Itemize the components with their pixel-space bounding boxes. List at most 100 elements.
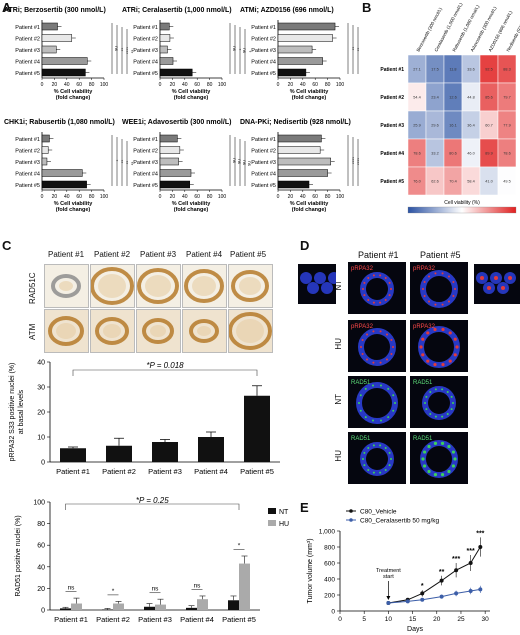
organoid-shape	[184, 269, 224, 303]
nucleus	[314, 272, 326, 284]
treatment-label: Treatment	[376, 568, 401, 574]
x-label: % Cell viability	[290, 89, 329, 95]
fluorescence-image: pRPA32	[351, 324, 396, 366]
sig-label: ns	[242, 160, 247, 166]
panel-letter-c: C	[2, 238, 12, 253]
foci-dot	[421, 337, 425, 341]
foci-dot	[390, 458, 392, 460]
foci-dot	[441, 327, 445, 332]
x-tick-label: Patient #5	[240, 467, 274, 476]
patient-label: Patient #3	[15, 48, 40, 54]
bar	[41, 45, 57, 54]
foci-dot	[379, 274, 382, 277]
heatmap-value: 33.2	[431, 152, 438, 156]
foci-dot	[379, 330, 382, 333]
foci-dot	[394, 402, 396, 404]
patient-label: Patient #4	[133, 172, 158, 178]
panel-letter-b: B	[362, 0, 372, 15]
foci-dot	[390, 288, 392, 290]
foci-dot	[421, 457, 425, 461]
legend-label: NT	[279, 509, 289, 516]
bar-chart-0: ATRi; Berzosertib (300 nmol/L) Patient #1…	[4, 7, 134, 101]
micrograph-image	[51, 274, 81, 298]
foci-dot	[422, 464, 427, 468]
fluorescence-image: RAD51	[413, 380, 456, 420]
foci-dot	[379, 301, 382, 304]
foci-dot	[388, 464, 391, 467]
heatmap-value: 89.9	[485, 152, 492, 156]
foci-dot	[453, 353, 457, 357]
heatmap-value: 85.6	[485, 96, 492, 100]
patient-label: Patient #2	[251, 149, 276, 155]
patient-label: Patient #5	[133, 71, 158, 77]
bar	[244, 395, 270, 462]
foci-dot	[367, 277, 370, 280]
foci-dot	[501, 286, 505, 290]
chart-title: ATMi; AZD0156 (696 nmol/L)	[240, 7, 334, 14]
bar-chart-2: ATMi; AZD0156 (696 nmol/L) Patient #1 Pati…	[240, 7, 360, 101]
sig-bracket	[65, 503, 240, 510]
foci-dot	[426, 359, 430, 363]
fluorescence-tile: pRPA32	[348, 262, 406, 314]
foci-dot	[434, 303, 437, 306]
organoid-shape	[137, 268, 179, 304]
sig-label: *	[238, 543, 241, 550]
bar-chart-5: DNA-PKi; Nedisertib (928 nmol/L) Patient …	[240, 119, 360, 213]
heatmap-value: 36.4	[467, 124, 474, 128]
panel-c-rad51-chart: 0 20 40 60 80 100 RAD51 positive nuclei (%) ns P…	[15, 496, 289, 624]
tick-label: 80	[89, 194, 95, 200]
fluorescence-tile: pRPA32	[348, 320, 406, 372]
sig-label: *	[421, 583, 424, 590]
bar	[239, 563, 250, 610]
series-line	[388, 546, 481, 604]
bar	[277, 146, 321, 154]
heatmap-value: 54.4	[413, 96, 420, 100]
tick-label: 0	[41, 608, 45, 615]
sig-label: **	[119, 160, 124, 164]
chart-title: DNA-PKi; Nedisertib (928 nmol/L)	[240, 119, 351, 126]
chart-title: ATRi; Berzosertib (300 nmol/L)	[4, 7, 106, 14]
bar	[71, 603, 82, 610]
bar	[41, 22, 58, 31]
sig-label: ns	[68, 585, 76, 592]
foci-dot	[440, 472, 445, 477]
x-tick-label: Patient #2	[96, 615, 130, 624]
foci-dot	[392, 394, 395, 397]
heatmap-value: 25.9	[413, 124, 420, 128]
foci-dot	[366, 333, 369, 336]
bar	[159, 34, 171, 42]
organoid-shape	[231, 270, 269, 302]
x-label: % Cell viability	[172, 201, 211, 207]
tick-label: 60	[37, 543, 45, 550]
sig-label: ns	[237, 159, 242, 165]
tick-label: 20	[37, 586, 45, 593]
x-label: (fold change)	[292, 95, 327, 101]
tick-label: 0	[159, 194, 162, 200]
foci-dot	[363, 281, 366, 284]
bar	[159, 180, 191, 189]
micrograph-tile	[182, 309, 227, 353]
tick-label: 60	[312, 194, 318, 200]
tick-label: 20	[288, 82, 294, 88]
sig-label: ***	[467, 548, 475, 555]
heatmap-value: 11.8	[449, 68, 456, 72]
data-point	[468, 561, 473, 565]
patient-label: Patient #5	[15, 183, 40, 189]
bar	[159, 134, 178, 143]
sig-label: ***	[452, 556, 460, 563]
sig-label: ****	[350, 157, 355, 164]
micrograph-image	[137, 268, 179, 304]
stain-label: RAD51	[351, 436, 371, 442]
foci-dot	[447, 300, 450, 303]
sig-label: **	[124, 161, 129, 165]
tick-label: 40	[300, 82, 306, 88]
panel-letter-a: A	[2, 0, 12, 15]
bar	[113, 603, 124, 610]
foci-dot	[429, 391, 432, 394]
data-point	[454, 568, 459, 573]
foci-dot	[361, 352, 364, 355]
nuclei-ring	[420, 440, 458, 478]
tick-label: 600	[324, 561, 335, 568]
fluo-row-label: NT	[334, 394, 343, 405]
foci-dot	[447, 275, 450, 278]
